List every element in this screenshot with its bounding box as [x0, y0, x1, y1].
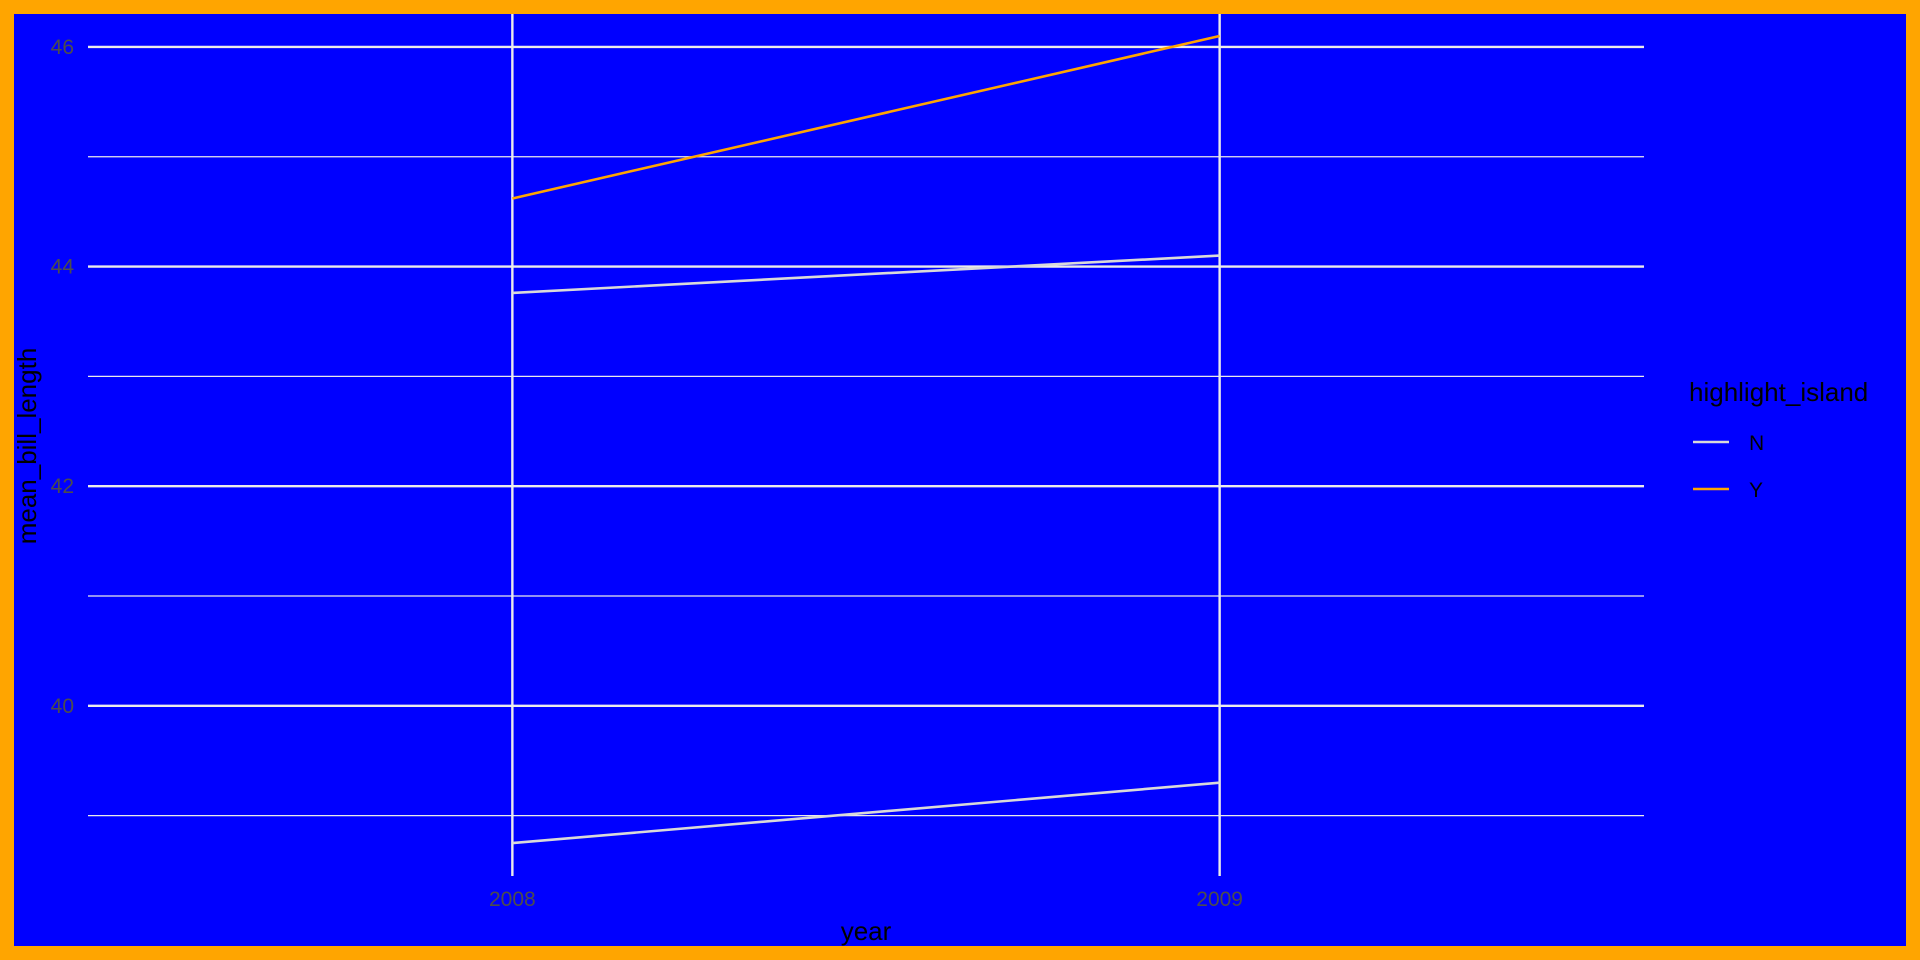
y-axis-title: mean_bill_length	[12, 348, 42, 545]
series-line-n-0	[512, 781, 1220, 845]
x-axis-tick-labels: 2008 2009	[489, 888, 1243, 911]
series-line-n-1	[512, 254, 1220, 295]
y-tick-label: 46	[51, 36, 74, 59]
minor-gridlines	[88, 156, 1644, 817]
x-tick-label: 2009	[1196, 888, 1243, 911]
x-tick-label: 2008	[489, 888, 536, 911]
legend-label-y: Y	[1749, 479, 1763, 502]
y-axis-tick-labels: 40 42 44 46	[51, 36, 75, 718]
legend-label-n: N	[1749, 432, 1764, 455]
y-tick-label: 42	[51, 475, 74, 498]
y-tick-label: 44	[51, 256, 75, 279]
major-gridlines	[88, 14, 1644, 876]
x-axis-title: year	[841, 916, 892, 946]
series-lines	[512, 34, 1220, 845]
legend-title: highlight_island	[1689, 377, 1868, 407]
y-tick-label: 40	[51, 695, 74, 718]
legend: highlight_island N Y	[1689, 377, 1868, 502]
series-line-y-2	[512, 34, 1220, 200]
